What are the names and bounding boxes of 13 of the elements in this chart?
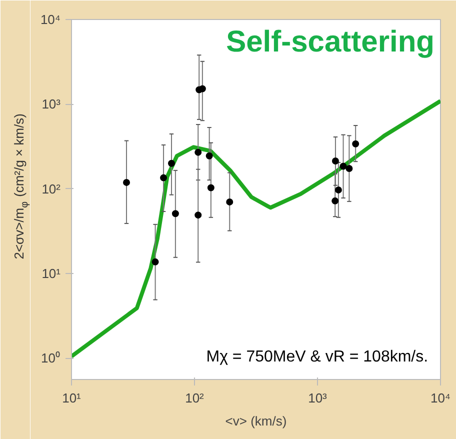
y-tick-label: 10⁴ bbox=[40, 12, 60, 27]
chart-title: Self-scattering bbox=[226, 26, 434, 58]
y-axis-title: 2<σv>/mφ (cm²/g × km/s) bbox=[12, 113, 31, 260]
y-tick-label: 10³ bbox=[42, 96, 62, 112]
y-tick-label: 10⁰ bbox=[41, 350, 61, 366]
x-tick-label: 10⁴ bbox=[430, 390, 451, 406]
x-tick-label: 10² bbox=[185, 390, 205, 406]
y-tick-label: 10¹ bbox=[42, 266, 62, 282]
x-axis-title: <v> (km/s) bbox=[225, 414, 287, 428]
annotation: Mχ = 750MeV & vR = 108km/s. bbox=[206, 348, 428, 366]
x-tick-label: 10¹ bbox=[62, 390, 82, 406]
x-tick-label: 10³ bbox=[308, 390, 328, 406]
y-tick-label: 10² bbox=[42, 181, 62, 196]
